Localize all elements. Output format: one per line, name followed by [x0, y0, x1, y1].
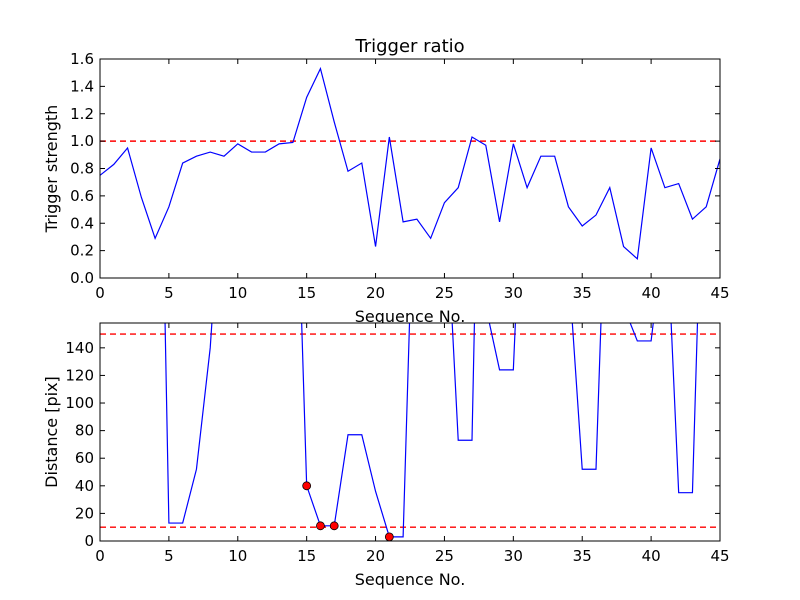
data-point-marker — [302, 481, 312, 491]
y-tick-label: 1.2 — [70, 105, 94, 123]
x-tick-label: 25 — [435, 547, 454, 565]
y-tick-label: 0.0 — [70, 269, 94, 287]
x-tick-label: 30 — [504, 284, 523, 302]
x-tick-label: 10 — [228, 284, 247, 302]
y-tick-label: 0.8 — [70, 160, 94, 178]
chart-title: Trigger ratio — [354, 36, 464, 57]
x-tick-label: 0 — [95, 284, 105, 302]
y-tick-label: 0.2 — [70, 242, 94, 260]
y-tick-label: 1.6 — [70, 50, 94, 68]
y-tick-label: 1.4 — [70, 77, 94, 95]
y-tick-label: 20 — [75, 504, 94, 522]
x-tick-label: 10 — [228, 547, 247, 565]
y-tick-label: 80 — [75, 422, 94, 440]
data-point-marker — [329, 521, 339, 531]
y-axis-label: Distance [pix] — [42, 376, 61, 488]
chart-1: 0 5 10 15 20 25 30 35 40 45 0.0 0.2 0.4 0.6 0.8 1.0 1.2 1… — [42, 36, 730, 326]
data-point-marker — [316, 521, 325, 531]
x-tick-label: 45 — [710, 547, 729, 565]
y-tick-label: 60 — [75, 449, 94, 467]
series-line — [100, 66, 720, 261]
x-tick-label: 15 — [297, 284, 316, 302]
x-axis-label: Sequence No. — [355, 307, 466, 326]
x-axis-label: Sequence No. — [355, 570, 466, 589]
x-tick-label: 30 — [504, 547, 523, 565]
y-tick-label: 1.0 — [70, 132, 94, 150]
plot-area — [100, 323, 720, 541]
y-tick-label: 120 — [65, 366, 94, 384]
plot-area — [100, 59, 720, 278]
x-tick-label: 5 — [164, 547, 174, 565]
x-tick-label: 35 — [573, 547, 592, 565]
x-tick-label: 40 — [642, 547, 661, 565]
y-tick-label: 0 — [84, 532, 94, 550]
x-tick-label: 40 — [642, 284, 661, 302]
x-tick-label: 45 — [710, 284, 729, 302]
y-tick-label: 0.4 — [70, 214, 94, 232]
x-tick-label: 25 — [435, 284, 454, 302]
y-tick-label: 100 — [65, 394, 94, 412]
x-tick-label: 0 — [95, 547, 105, 565]
data-point-marker — [384, 532, 394, 542]
y-tick-label: 40 — [75, 477, 94, 495]
series-line — [164, 323, 699, 538]
x-tick-label: 35 — [573, 284, 592, 302]
y-axis-label: Trigger strength — [42, 105, 61, 234]
y-tick-label: 0.6 — [70, 187, 94, 205]
chart-2: 0 5 10 15 20 25 30 35 40 45 0 20 40 60 80 100 120 140 Sequ… — [42, 322, 730, 589]
x-tick-label: 20 — [366, 547, 385, 565]
axes-frame — [99, 322, 721, 542]
x-tick-label: 5 — [164, 284, 174, 302]
y-tick-label: 140 — [65, 339, 94, 357]
x-tick-label: 15 — [297, 547, 316, 565]
x-tick-label: 20 — [366, 284, 385, 302]
